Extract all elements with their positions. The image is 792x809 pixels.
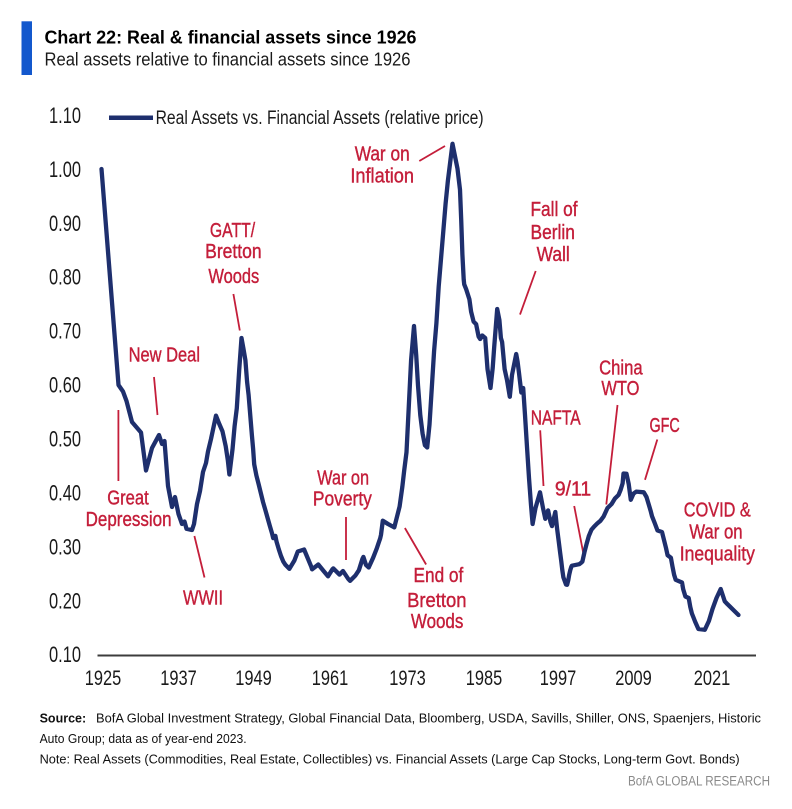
- svg-text:1.10: 1.10: [49, 103, 81, 128]
- svg-text:0.40: 0.40: [49, 480, 81, 505]
- svg-text:BofA GLOBAL RESEARCH: BofA GLOBAL RESEARCH: [628, 774, 770, 789]
- svg-text:0.20: 0.20: [49, 588, 81, 613]
- svg-text:Woods: Woods: [208, 266, 259, 288]
- svg-text:Auto Group; data as of year-en: Auto Group; data as of year-end 2023.: [40, 732, 247, 746]
- svg-text:Note: Real Assets (Commodities: Note: Real Assets (Commodities, Real Est…: [40, 753, 740, 767]
- svg-text:Woods: Woods: [411, 611, 463, 633]
- svg-text:Inflation: Inflation: [350, 166, 414, 188]
- svg-text:1925: 1925: [85, 667, 122, 690]
- svg-text:Bretton: Bretton: [407, 590, 466, 612]
- svg-text:WWII: WWII: [183, 588, 223, 610]
- svg-text:Source:: Source:: [40, 712, 87, 726]
- svg-text:0.60: 0.60: [49, 373, 81, 398]
- svg-text:Poverty: Poverty: [313, 489, 372, 511]
- svg-text:Depression: Depression: [86, 509, 172, 531]
- svg-text:9/11: 9/11: [555, 479, 591, 501]
- svg-text:2021: 2021: [694, 667, 731, 690]
- svg-text:War on: War on: [689, 522, 742, 544]
- svg-text:GFC: GFC: [649, 415, 679, 437]
- svg-text:NAFTA: NAFTA: [531, 408, 581, 430]
- svg-text:0.10: 0.10: [49, 642, 81, 667]
- svg-text:Bretton: Bretton: [205, 241, 262, 263]
- svg-text:1985: 1985: [466, 667, 503, 690]
- svg-text:COVID &: COVID &: [684, 500, 752, 522]
- svg-text:Wall: Wall: [537, 244, 570, 266]
- svg-text:Fall of: Fall of: [531, 199, 578, 221]
- svg-text:New Deal: New Deal: [129, 345, 200, 367]
- svg-text:Real Assets vs. Financial Asse: Real Assets vs. Financial Assets (relati…: [156, 108, 484, 129]
- svg-text:1961: 1961: [312, 667, 349, 690]
- svg-text:0.90: 0.90: [49, 211, 81, 236]
- svg-text:0.30: 0.30: [49, 534, 81, 559]
- svg-text:Berlin: Berlin: [531, 222, 575, 244]
- svg-text:1.00: 1.00: [49, 157, 81, 182]
- svg-text:GATT/: GATT/: [210, 220, 256, 242]
- svg-text:0.70: 0.70: [49, 319, 81, 344]
- svg-text:China: China: [599, 358, 643, 380]
- svg-text:BofA Global Investment Strateg: BofA Global Investment Strategy, Global …: [96, 712, 761, 726]
- svg-text:2009: 2009: [615, 667, 652, 690]
- svg-text:Inequality: Inequality: [680, 544, 755, 566]
- svg-text:1937: 1937: [160, 667, 197, 690]
- svg-text:0.50: 0.50: [49, 427, 81, 452]
- svg-text:Chart 22: Real & financial ass: Chart 22: Real & financial assets since …: [45, 27, 417, 48]
- svg-text:1949: 1949: [235, 667, 272, 690]
- svg-text:War on: War on: [317, 468, 369, 490]
- svg-text:1997: 1997: [540, 667, 577, 690]
- svg-text:WTO: WTO: [601, 378, 639, 400]
- svg-text:End of: End of: [414, 565, 464, 587]
- svg-text:1973: 1973: [389, 667, 426, 690]
- svg-text:Great: Great: [107, 487, 149, 509]
- svg-text:War on: War on: [355, 144, 410, 166]
- svg-text:0.80: 0.80: [49, 265, 81, 290]
- svg-text:Real assets relative to financ: Real assets relative to financial assets…: [45, 50, 411, 70]
